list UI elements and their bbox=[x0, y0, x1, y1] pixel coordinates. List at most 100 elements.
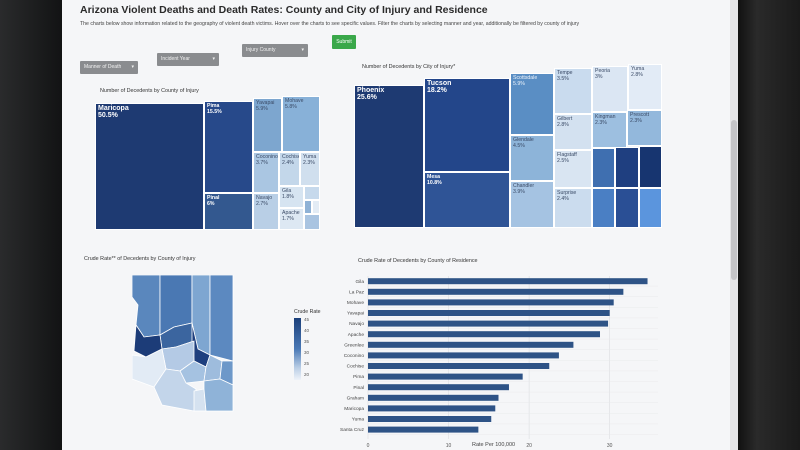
map-county-cochise bbox=[203, 378, 234, 412]
bar-yavapai[interactable] bbox=[368, 310, 610, 316]
chevron-down-icon: ▾ bbox=[212, 56, 215, 62]
treemap-tile-small[interactable] bbox=[592, 188, 615, 228]
treemap-tile-small[interactable] bbox=[615, 188, 639, 228]
bar-cochise[interactable] bbox=[368, 363, 550, 369]
bar-graham[interactable] bbox=[368, 394, 499, 401]
bar-maricopa[interactable] bbox=[368, 405, 496, 412]
bar-chart-category-label: Gila bbox=[355, 279, 364, 285]
bar-coconino[interactable] bbox=[368, 352, 559, 359]
treemap-tile-peoria[interactable]: Peoria 3% bbox=[592, 66, 628, 112]
treemap-tile-phoenix[interactable]: Phoenix 25.6% bbox=[354, 85, 424, 228]
treemap-tile-kingman[interactable]: Kingman 2.3% bbox=[592, 112, 627, 148]
year-select-label: Incident Year bbox=[161, 56, 190, 62]
manner-select-label: Manner of Death bbox=[84, 64, 122, 70]
treemap-tile-chandler[interactable]: Chandler 3.9% bbox=[510, 181, 554, 228]
treemap-tile-mesa[interactable]: Mesa 10.8% bbox=[424, 172, 510, 228]
treemap-tile-tucson[interactable]: Tucson 18.2% bbox=[424, 78, 510, 172]
treemap-tile-prescott[interactable]: Prescott 2.3% bbox=[627, 110, 662, 146]
treemap-tile-yavapai[interactable]: Yavapai 5.9% bbox=[253, 98, 282, 152]
bar-greenlee[interactable] bbox=[368, 341, 574, 348]
bar-chart-category-label: Yuma bbox=[352, 417, 365, 423]
bar-navajo[interactable] bbox=[368, 320, 609, 327]
treemap-tile-glendale[interactable]: Glendale 4.5% bbox=[510, 135, 554, 181]
bar-chart-category-label: Yavapai bbox=[347, 311, 364, 317]
map-legend-gradient bbox=[294, 318, 301, 380]
treemap-tile-gilbert[interactable]: Gilbert 2.8% bbox=[554, 114, 592, 150]
treemap-tile-yuma-city[interactable]: Yuma 2.8% bbox=[628, 64, 662, 110]
bar-chart-x-tick: 10 bbox=[446, 443, 452, 448]
treemap-tile-mohave[interactable]: Mohave 5.8% bbox=[282, 96, 320, 152]
manner-of-death-select[interactable]: Manner of Death ▾ bbox=[80, 61, 138, 74]
map-legend-tick: 40 bbox=[304, 328, 310, 333]
treemap-tile-cochise[interactable]: Cochise 2.4% bbox=[279, 152, 300, 186]
city-treemap-title: Number of Decedents by City of Injury* bbox=[362, 64, 456, 70]
map-legend-tick: 30 bbox=[304, 350, 310, 355]
bar-gila[interactable] bbox=[368, 278, 648, 285]
treemap-tile-maricopa[interactable]: Maricopa 50.5% bbox=[95, 103, 204, 230]
arizona-county-map[interactable] bbox=[132, 275, 237, 413]
monitor-bezel-left bbox=[0, 0, 62, 450]
bar-yuma[interactable] bbox=[368, 416, 492, 422]
treemap-tile-navajo[interactable]: Navajo 2.7% bbox=[253, 193, 279, 230]
bar-pinal[interactable] bbox=[368, 384, 509, 391]
bar-chart-category-label: Graham bbox=[347, 395, 364, 401]
monitor-bezel-right bbox=[738, 0, 800, 450]
treemap-tile-yuma[interactable]: Yuma 2.3% bbox=[300, 152, 320, 186]
bar-chart-crude-rate-residence: 0 10 20 30 Gila La Paz Mohave Yavapai Navajo Apac… bbox=[340, 276, 658, 448]
map-legend-tick: 35 bbox=[304, 339, 310, 344]
map-county-pima bbox=[153, 368, 197, 412]
treemap-tile-small[interactable] bbox=[639, 188, 662, 228]
bar-chart-category-label: Cochise bbox=[347, 364, 365, 370]
treemap-tile-gila[interactable]: Gila 1.8% bbox=[279, 186, 304, 208]
bar-apache[interactable] bbox=[368, 331, 600, 338]
treemap-tile-small[interactable] bbox=[592, 148, 615, 188]
bar-chart-title: Crude Rate of Decedents by County of Res… bbox=[358, 258, 478, 264]
bar-pima[interactable] bbox=[368, 373, 523, 380]
treemap-tile-scottsdale[interactable]: Scottsdale 5.9% bbox=[510, 73, 554, 135]
treemap-tile-small[interactable] bbox=[304, 186, 320, 200]
bar-chart-x-tick: 30 bbox=[607, 443, 613, 448]
treemap-tile-small[interactable] bbox=[639, 146, 662, 188]
incident-year-select[interactable]: Incident Year ▾ bbox=[157, 53, 219, 66]
bar-chart-category-label: Pima bbox=[353, 374, 364, 380]
map-legend-tick: 25 bbox=[304, 361, 310, 366]
bar-chart-category-label: Pinal bbox=[353, 385, 364, 391]
bar-chart-x-axis-title: Rate Per 100,000 bbox=[472, 442, 516, 448]
treemap-tile-small[interactable] bbox=[304, 214, 320, 230]
map-legend-tick: 45 bbox=[304, 317, 310, 322]
treemap-tile-small[interactable] bbox=[304, 200, 312, 214]
treemap-tile-apache[interactable]: Apache 1.7% bbox=[279, 208, 304, 230]
county-select-label: Injury County bbox=[246, 47, 276, 53]
page-scrollbar[interactable] bbox=[730, 0, 738, 450]
bar-santa-cruz[interactable] bbox=[368, 426, 479, 433]
bar-chart-category-label: Greenlee bbox=[344, 342, 364, 348]
bar-chart-category-label: Coconino bbox=[344, 353, 365, 359]
bar-chart-category-label: Maricopa bbox=[344, 406, 364, 412]
dashboard-screen: Arizona Violent Deaths and Death Rates: … bbox=[62, 0, 738, 450]
bar-chart-category-label: Navajo bbox=[349, 321, 364, 327]
page-subtitle: The charts below show information relate… bbox=[80, 21, 580, 27]
injury-county-select[interactable]: Injury County ▾ bbox=[242, 44, 308, 57]
map-title: Crude Rate** of Decedents by County of I… bbox=[84, 256, 196, 262]
bar-chart-x-tick: 20 bbox=[526, 443, 532, 448]
bar-la-paz[interactable] bbox=[368, 288, 624, 295]
bar-mohave[interactable] bbox=[368, 299, 614, 306]
treemap-tile-pima[interactable]: Pima 15.5% bbox=[204, 101, 253, 193]
chevron-down-icon: ▾ bbox=[301, 47, 304, 53]
bar-chart-category-label: La Paz bbox=[349, 289, 365, 295]
treemap-tile-tempe[interactable]: Tempe 3.5% bbox=[554, 68, 592, 114]
treemap-tile-small[interactable] bbox=[615, 147, 639, 188]
bar-chart-x-tick: 0 bbox=[367, 443, 370, 448]
submit-button[interactable]: Submit bbox=[332, 35, 356, 49]
treemap-tile-pinal[interactable]: Pinal 6% bbox=[204, 193, 253, 230]
treemap-tile-coconino[interactable]: Coconino 3.7% bbox=[253, 152, 279, 193]
treemap-tile-flagstaff[interactable]: Flagstaff 2.5% bbox=[554, 150, 592, 188]
scrollbar-thumb[interactable] bbox=[731, 120, 737, 280]
treemap-tile-surprise[interactable]: Surprise 2.4% bbox=[554, 188, 592, 228]
page-title: Arizona Violent Deaths and Death Rates: … bbox=[80, 4, 488, 16]
bar-chart-category-label: Apache bbox=[348, 332, 365, 338]
map-legend-title: Crude Rate bbox=[294, 309, 321, 315]
chevron-down-icon: ▾ bbox=[131, 64, 134, 70]
treemap-tile-small[interactable] bbox=[312, 200, 320, 214]
map-legend-tick: 20 bbox=[304, 372, 310, 377]
